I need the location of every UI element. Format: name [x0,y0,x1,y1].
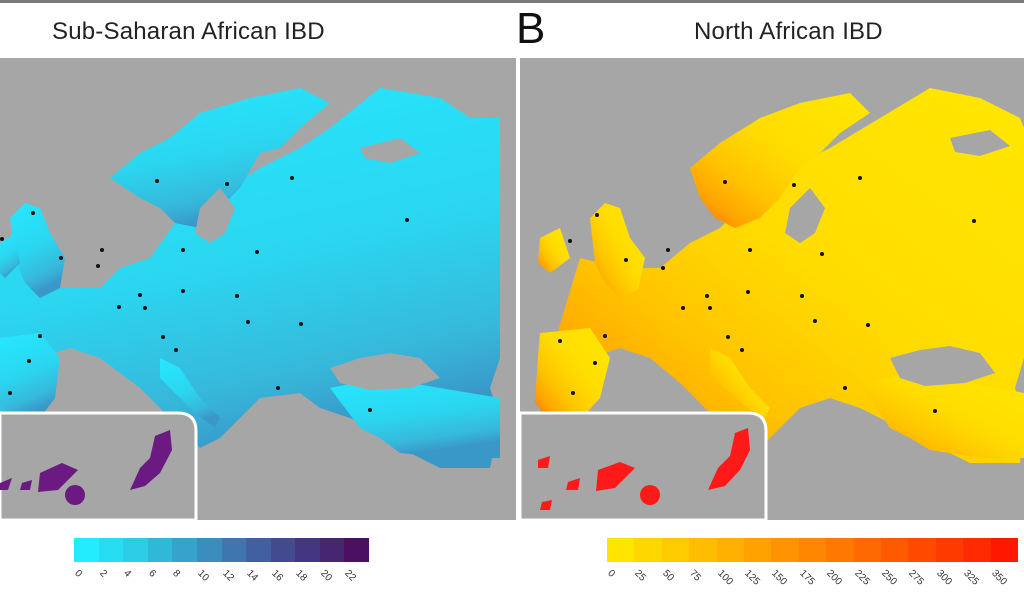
legend-tick-label: 175 [797,568,817,588]
legend-tick-label: 14 [244,568,260,584]
sample-points [558,176,976,413]
panel-a-title: Sub-Saharan African IBD [52,18,325,45]
legend-tick-label: 300 [934,568,954,588]
legend-swatch [798,538,827,562]
inner-seas [785,130,1010,386]
legend-swatch [634,538,663,562]
sample-points [0,176,409,412]
legend-swatch [147,538,173,562]
panel-a-color-legend [74,538,370,562]
canary-islands-inset [0,411,198,520]
legend-tick-label: 12 [219,568,236,584]
legend-tick-label: 275 [906,568,927,588]
legend-tick-label: 200 [824,568,844,588]
legend-tick-label: 2 [96,568,109,580]
legend-swatch [172,538,198,562]
legend-tick-label: 0 [605,568,617,580]
legend-tick-label: 8 [170,568,183,580]
legend-tick-label: 125 [742,568,762,588]
legend-swatch [196,538,222,562]
inner-seas [195,138,440,390]
legend-swatch [908,538,937,562]
canary-islands-inset [520,411,768,520]
legend-tick-label: 20 [318,568,334,584]
legend-tick-label: 25 [632,568,649,584]
legend-tick-label: 250 [879,568,899,588]
legend-tick-label: 6 [145,568,158,580]
panel-b-map [520,58,1024,520]
panel-b-color-legend [607,538,1019,562]
legend-swatch [607,538,635,562]
legend-tick-label: 0 [72,568,84,580]
legend-tick-label: 22 [342,568,359,584]
legend-swatch [661,538,690,562]
legend-swatch [716,538,745,562]
legend-tick-label: 16 [268,568,285,584]
legend-swatch [98,538,124,562]
panel-b-title: North African IBD [694,18,883,45]
panel-divider [516,58,520,520]
legend-swatch [744,538,772,562]
legend-tick-label: 4 [121,568,134,580]
panel-a-map [0,58,516,520]
legend-swatch [221,538,247,562]
legend-swatch [74,538,100,562]
legend-tick-label: 10 [195,568,211,584]
legend-tick-label: 225 [851,568,872,588]
legend-swatch [853,538,882,562]
legend-swatch [689,538,718,562]
legend-swatch [270,538,296,562]
legend-swatch [295,538,321,562]
legend-tick-label: 325 [961,568,981,588]
legend-swatch [935,538,964,562]
top-rule [0,0,1024,3]
legend-swatch [990,538,1019,562]
legend-swatch [123,538,149,562]
legend-tick-label: 75 [687,568,704,584]
legend-tick-label: 350 [988,568,1009,588]
legend-swatch [826,538,855,562]
legend-swatch [963,538,992,562]
legend-swatch [771,538,800,562]
legend-swatch [319,538,345,562]
legend-swatch [881,538,909,562]
panel-b-letter: B [516,4,546,53]
legend-tick-label: 50 [660,568,676,584]
legend-tick-label: 150 [769,568,790,588]
legend-tick-label: 100 [714,568,735,588]
legend-swatch [344,538,370,562]
legend-swatch [246,538,272,562]
legend-tick-label: 18 [293,568,310,584]
